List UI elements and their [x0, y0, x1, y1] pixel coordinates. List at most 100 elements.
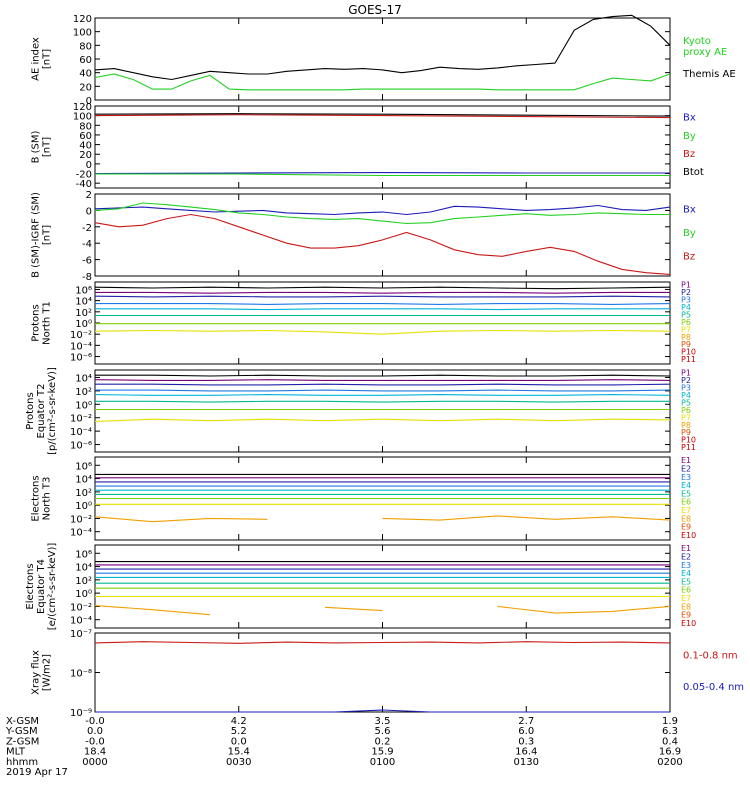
legend-entry: E5 — [681, 577, 691, 586]
legend-entry: P2 — [681, 376, 691, 385]
y-tick-label: 10⁶ — [75, 461, 92, 472]
y-tick-label: 10⁻² — [70, 414, 92, 425]
footer-value: 5.6 — [375, 726, 391, 737]
legend-entry: E5 — [681, 489, 691, 498]
y-axis-label-line: Protons — [31, 304, 42, 341]
legend-entry: By — [683, 228, 696, 239]
footer-value: 0100 — [370, 757, 395, 768]
legend-entry: Kyoto — [683, 36, 711, 47]
footer-value: 0030 — [226, 757, 251, 768]
legend-entry: By — [683, 131, 696, 142]
y-tick-label: 10⁰ — [75, 589, 92, 600]
legend-entry: P1 — [681, 281, 691, 290]
series-line-P8 — [94, 329, 671, 335]
legend-entry: P7 — [681, 325, 691, 334]
y-tick-label: -8 — [82, 272, 92, 283]
y-tick-label: 20 — [79, 150, 92, 161]
series-line-Themis AE — [94, 14, 671, 81]
y-tick-label: 60 — [79, 131, 92, 142]
legend-entry: P8 — [681, 421, 691, 430]
y-tick-label: 10⁻⁴ — [70, 616, 92, 627]
chart-title: GOES-17 — [348, 3, 402, 17]
series-line-P5 — [94, 394, 671, 396]
footer-value: 18.4 — [84, 747, 106, 758]
footer-value: 1.9 — [662, 716, 678, 727]
y-axis-label-line: AE index — [31, 37, 42, 81]
legend-entry: P11 — [681, 443, 696, 452]
footer-row-label: 2019 Apr 17 — [6, 767, 68, 778]
panel-frame — [94, 281, 671, 365]
panel-xray: 10⁻⁷ 10⁻⁸ 10⁻⁹ Xray flux [W/m2] 0.1-0.8 nm 0.0… — [31, 629, 745, 719]
y-tick-label: 10⁴ — [75, 373, 92, 384]
series-line-P8 — [94, 418, 671, 422]
footer-value: 0.0 — [87, 726, 103, 737]
legend-entry: P7 — [681, 413, 691, 422]
y-tick-label: 10⁴ — [75, 297, 92, 308]
series-line-P3 — [94, 295, 671, 298]
series-line-P1 — [94, 286, 671, 290]
panel-frame — [94, 544, 671, 629]
footer-value: 16.4 — [515, 747, 537, 758]
y-axis-label-line: [e/(cm²-s-sr-keV)] — [47, 543, 58, 631]
y-axis-label-line: [nT] — [42, 49, 53, 69]
legend-entry: Themis AE — [682, 69, 736, 80]
y-axis-label-line: Equator T4 — [36, 559, 47, 614]
footer-row-label: Y-GSM — [5, 726, 38, 737]
y-tick-label: 10⁻⁴ — [70, 528, 92, 539]
y-axis-label-line: B (SM) — [31, 130, 42, 163]
y-tick-label: 10² — [75, 576, 92, 587]
legend-entry: Bx — [683, 113, 696, 124]
y-axis-label-line: [W/m2] — [42, 654, 53, 691]
series-line-E9 — [94, 515, 671, 523]
footer-row-label: X-GSM — [6, 716, 39, 727]
y-axis-label: Protons Equator T2 [p/(cm²-s-sr-keV)] — [25, 367, 58, 455]
y-tick-label: -4 — [82, 239, 92, 250]
legend-entry: P5 — [681, 398, 691, 407]
legend-entry: E6 — [681, 586, 691, 595]
y-tick-label: 10² — [75, 488, 92, 499]
panel-p2: 10⁴ 10² 10⁰ 10⁻² 10⁻⁴ 10⁻⁶ Protons Equator T2 [p… — [25, 367, 696, 455]
y-tick-label: 10⁻⁴ — [70, 427, 92, 438]
y-tick-label: 0 — [86, 206, 92, 217]
legend-entry: P2 — [681, 288, 691, 297]
footer-value: 0.4 — [662, 736, 678, 747]
series-line-Bx — [94, 204, 671, 216]
y-tick-label: 10⁻⁴ — [70, 341, 92, 352]
y-axis-label-line: Xray flux — [31, 650, 42, 695]
y-tick-label: 120 — [73, 14, 92, 25]
y-axis-label-line: North T1 — [42, 301, 53, 345]
legend-entry: E2 — [681, 465, 691, 474]
legend-entry: P11 — [681, 355, 696, 364]
y-axis-label-line: B (SM)-IGRF (SM) — [31, 192, 42, 278]
legend-entry: P4 — [681, 391, 691, 400]
y-axis-label-line: Equator T2 — [36, 384, 47, 439]
legend-entry: E3 — [681, 561, 691, 570]
y-axis-label-line: [p/(cm²-s-sr-keV)] — [47, 367, 58, 455]
y-axis-label-line: [nT] — [42, 225, 53, 245]
footer-value: 2.7 — [518, 716, 534, 727]
y-tick-label: 20 — [79, 82, 92, 93]
series-line-0.05-0.4 nm — [95, 709, 670, 713]
legend-entry: Bz — [683, 252, 695, 263]
y-tick-label: 40 — [79, 141, 92, 152]
y-tick-label: 10⁴ — [75, 475, 92, 486]
legend-entry: E10 — [681, 531, 696, 540]
legend-entry: E3 — [681, 473, 691, 482]
legend-entry: E8 — [681, 602, 691, 611]
y-tick-label: 100 — [73, 28, 92, 39]
legend-entry: 0.1-0.8 nm — [683, 650, 738, 661]
y-axis-label: Electrons North T3 — [31, 475, 53, 521]
y-tick-label: 10⁻⁶ — [70, 441, 92, 452]
y-tick-label: 10⁰ — [75, 319, 92, 330]
legend-entry: E9 — [681, 523, 691, 532]
series-line-E9 — [94, 605, 671, 616]
y-tick-label: 2 — [86, 190, 92, 201]
y-tick-label: -40 — [76, 179, 92, 190]
footer-value: 0.3 — [518, 736, 534, 747]
footer-value: -0.0 — [85, 736, 105, 747]
legend-entry: Bz — [683, 149, 695, 160]
